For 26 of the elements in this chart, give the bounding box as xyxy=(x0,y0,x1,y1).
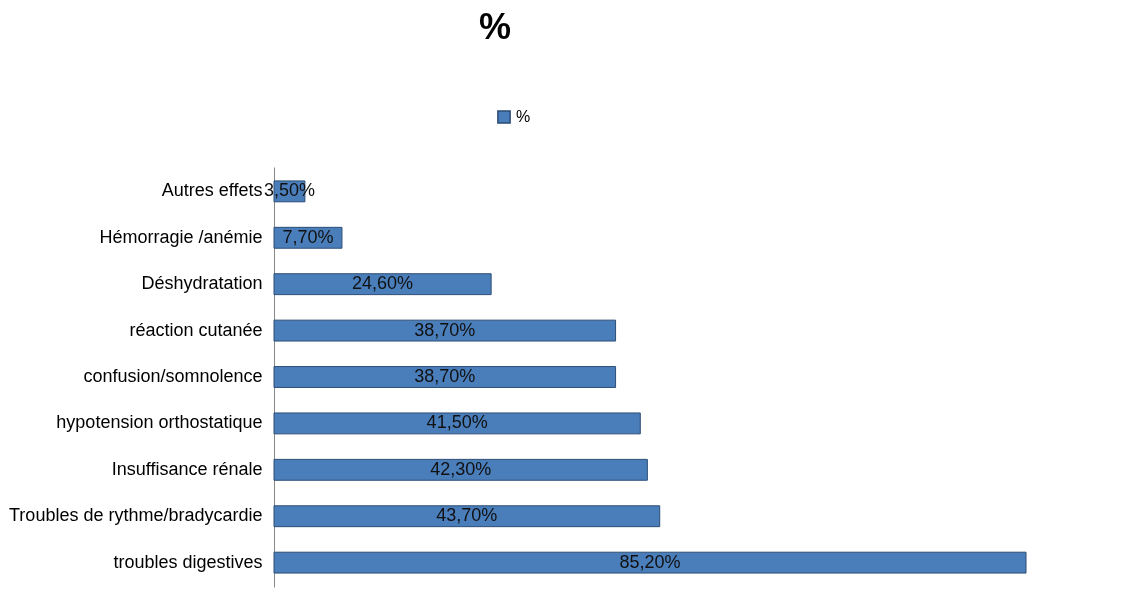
data-label: 41,50% xyxy=(426,412,488,433)
data-label: 24,60% xyxy=(352,273,414,294)
data-label: 38,70% xyxy=(414,366,476,386)
y-tick-label: Insuffisance rénale xyxy=(111,458,263,479)
bar xyxy=(273,366,617,388)
y-tick-label: Autres effets xyxy=(161,180,263,201)
bar xyxy=(273,551,1027,574)
legend-label: % xyxy=(516,108,531,125)
y-tick-label: réaction cutanée xyxy=(129,319,263,340)
bar xyxy=(273,505,661,528)
data-label: 42,30% xyxy=(430,458,492,479)
bar xyxy=(273,273,492,296)
bar xyxy=(273,319,617,342)
y-tick-label: troubles digestives xyxy=(113,551,263,572)
y-tick-label: confusion/somnolence xyxy=(83,366,263,386)
data-label: 7,70% xyxy=(282,226,334,247)
y-tick-label: Déshydratation xyxy=(141,273,263,294)
data-label: 38,70% xyxy=(414,319,476,340)
y-tick-label: Hémorragie /anémie xyxy=(99,226,263,247)
data-label: 85,20% xyxy=(619,551,681,572)
chart-title: % xyxy=(478,6,512,47)
y-tick-label: Troubles de rythme/bradycardie xyxy=(9,505,263,526)
bar xyxy=(273,458,648,481)
data-label: 43,70% xyxy=(436,505,498,526)
bar xyxy=(273,412,641,435)
y-tick-label: hypotension orthostatique xyxy=(56,412,263,433)
